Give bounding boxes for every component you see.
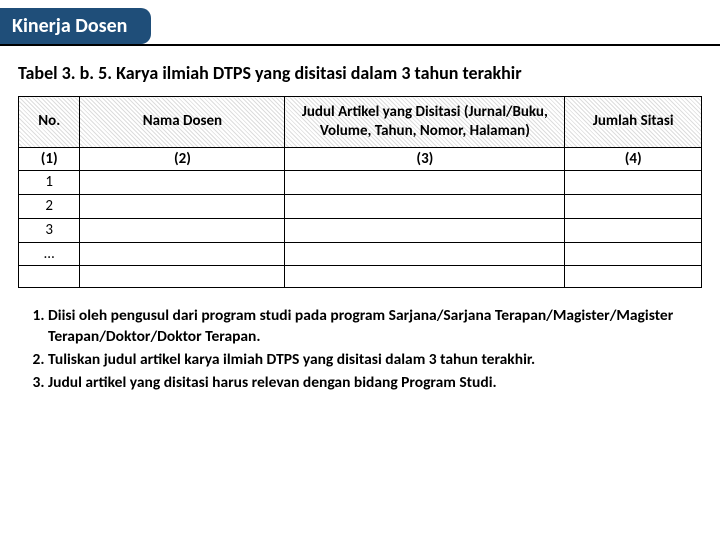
cell-no: 3	[19, 218, 80, 242]
table-row: 2	[19, 195, 702, 219]
table-index-row: (1) (2) (3) (4)	[19, 147, 702, 171]
cell-no: 2	[19, 195, 80, 219]
col-header-judul: Judul Artikel yang Disitasi (Jurnal/Buku…	[285, 97, 565, 148]
cell-blank	[285, 266, 565, 288]
col-header-no: No.	[19, 97, 80, 148]
cell-judul	[285, 195, 565, 219]
table-container: No. Nama Dosen Judul Artikel yang Disita…	[18, 96, 702, 288]
cell-jumlah	[565, 242, 702, 266]
cell-no: …	[19, 242, 80, 266]
cell-judul	[285, 242, 565, 266]
cell-nama	[80, 171, 285, 195]
cell-jumlah	[565, 195, 702, 219]
col-header-jumlah: Jumlah Sitasi	[565, 97, 702, 148]
cell-blank	[19, 266, 80, 288]
cell-no: 1	[19, 171, 80, 195]
cell-judul	[285, 171, 565, 195]
tab-underline	[0, 44, 720, 46]
table-row: 3	[19, 218, 702, 242]
col-header-nama: Nama Dosen	[80, 97, 285, 148]
section-tab: Kinerja Dosen	[0, 8, 151, 44]
footnote-item: Judul artikel yang disitasi harus releva…	[48, 373, 698, 394]
table-row-blank	[19, 266, 702, 288]
cell-blank	[80, 266, 285, 288]
cell-jumlah	[565, 171, 702, 195]
idx-3: (3)	[285, 147, 565, 171]
table-header-row: No. Nama Dosen Judul Artikel yang Disita…	[19, 97, 702, 148]
idx-4: (4)	[565, 147, 702, 171]
table-caption: Tabel 3. b. 5. Karya ilmiah DTPS yang di…	[18, 62, 702, 84]
footnote-item: Tuliskan judul artikel karya ilmiah DTPS…	[48, 350, 698, 371]
cell-judul	[285, 218, 565, 242]
cell-blank	[565, 266, 702, 288]
idx-1: (1)	[19, 147, 80, 171]
cell-nama	[80, 218, 285, 242]
header-tab-wrap: Kinerja Dosen	[0, 8, 720, 44]
cell-nama	[80, 242, 285, 266]
footnote-item: Diisi oleh pengusul dari program studi p…	[48, 306, 698, 348]
idx-2: (2)	[80, 147, 285, 171]
cell-nama	[80, 195, 285, 219]
citation-table: No. Nama Dosen Judul Artikel yang Disita…	[18, 96, 702, 288]
table-row: …	[19, 242, 702, 266]
cell-jumlah	[565, 218, 702, 242]
table-row: 1	[19, 171, 702, 195]
footnotes-list: Diisi oleh pengusul dari program studi p…	[22, 306, 698, 394]
